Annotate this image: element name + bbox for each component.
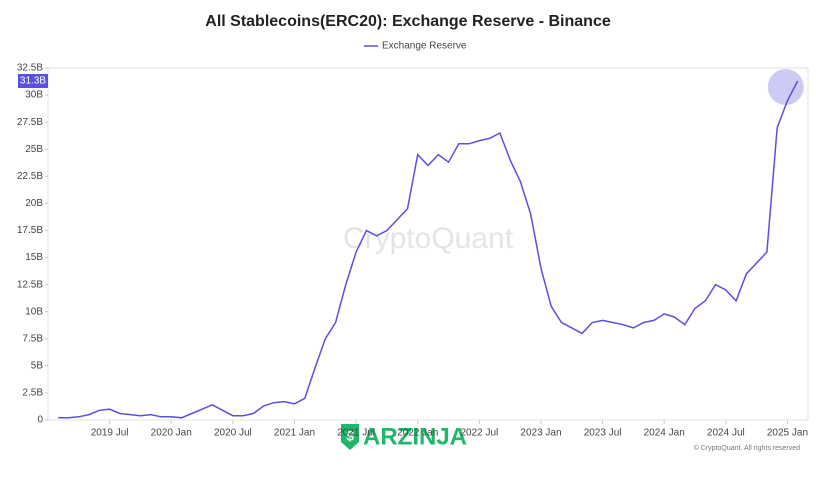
y-tick-label: 22.5B xyxy=(17,171,43,182)
legend-label: Exchange Reserve xyxy=(382,41,467,52)
x-tick-label: 2024 Jul xyxy=(707,428,745,439)
x-tick-label: 2021 Jul xyxy=(337,428,375,439)
y-tick-label: 15B xyxy=(25,252,43,263)
y-tick-label: 0 xyxy=(37,415,43,426)
y-tick-label: 17.5B xyxy=(17,225,43,236)
svg-text:$: $ xyxy=(346,428,354,444)
x-tick-label: 2020 Jul xyxy=(214,428,252,439)
x-tick-label: 2024 Jan xyxy=(644,428,685,439)
y-tick-label: 7.5B xyxy=(22,333,43,344)
y-tick-label: 25B xyxy=(25,144,43,155)
last-value-badge xyxy=(18,73,48,88)
x-tick-label: 2019 Jul xyxy=(91,428,129,439)
y-tick-label: 5B xyxy=(31,360,44,371)
x-tick-label: 2021 Jan xyxy=(274,428,315,439)
chart-title: All Stablecoins(ERC20): Exchange Reserve… xyxy=(205,13,611,30)
logo-text: ARZINJA xyxy=(363,423,467,450)
y-tick-label: 12.5B xyxy=(17,279,43,290)
y-tick-label: 32.5B xyxy=(17,63,43,74)
line-series xyxy=(58,80,799,419)
x-tick-label: 2020 Jan xyxy=(151,428,192,439)
y-tick-label: 27.5B xyxy=(17,117,43,128)
x-tick-label: 2025 Jan xyxy=(767,428,808,439)
plot-frame xyxy=(47,67,809,421)
watermark: CryptoQuant xyxy=(343,222,514,255)
x-tick-label: 2022 Jan xyxy=(397,428,438,439)
last-value-label: 31.3B xyxy=(20,76,46,87)
logo: $ ARZINJA xyxy=(341,423,467,450)
y-tick-label: 20B xyxy=(25,198,43,209)
y-tick-label: 2.5B xyxy=(22,388,43,399)
highlight xyxy=(767,68,804,105)
y-tick-label: 10B xyxy=(25,306,43,317)
x-tick-label: 2022 Jul xyxy=(460,428,498,439)
x-tick-label: 2023 Jul xyxy=(584,428,622,439)
x-tick-label: 2023 Jan xyxy=(520,428,561,439)
y-tick-label: 30B xyxy=(25,90,43,101)
copyright: © CryptoQuant. All rights reserved xyxy=(694,444,800,452)
